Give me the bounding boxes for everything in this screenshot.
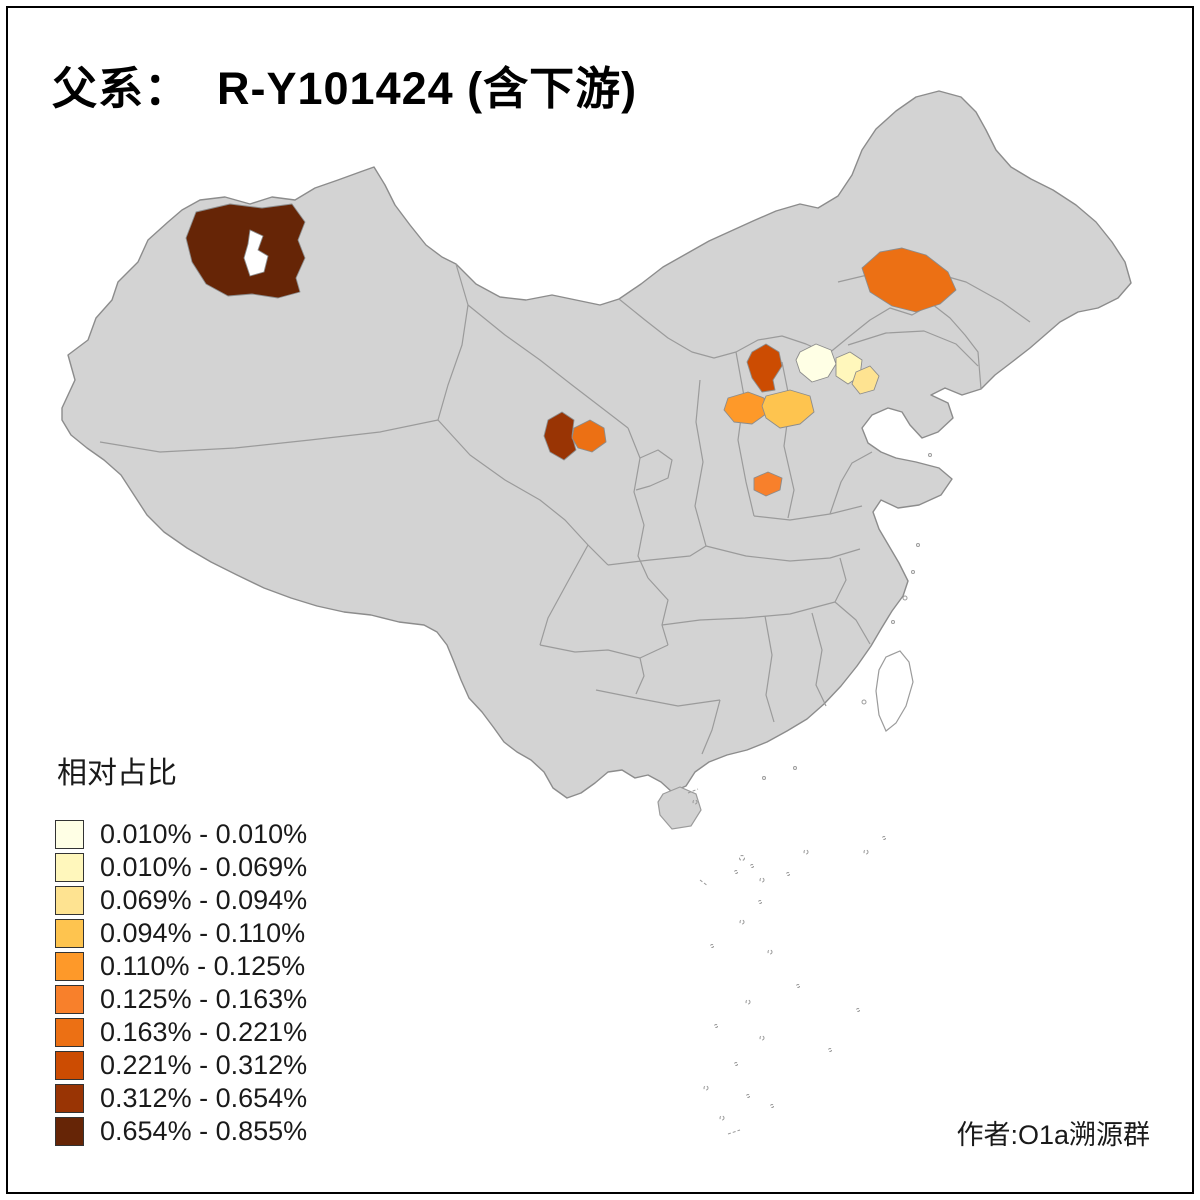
hainan-island	[657, 786, 702, 830]
taiwan-island	[875, 650, 914, 732]
legend-item-label: 0.069% - 0.094%	[100, 885, 308, 915]
legend-item: 0.094% - 0.110%	[55, 917, 307, 950]
map-region-west-central-hebei	[723, 391, 767, 425]
legend-swatch	[55, 1018, 84, 1047]
legend-item-label: 0.010% - 0.069%	[100, 852, 308, 882]
legend-item: 0.110% - 0.125%	[55, 950, 307, 983]
map-region-beijing	[795, 343, 837, 383]
south-china-sea-islands	[687, 788, 886, 1135]
author-credit: 作者:O1a溯源群	[956, 1120, 1150, 1150]
legend-swatch	[55, 886, 84, 915]
legend-item: 0.163% - 0.221%	[55, 1016, 307, 1049]
legend-swatch	[55, 985, 84, 1014]
legend-item: 0.221% - 0.312%	[55, 1049, 307, 1082]
legend-item: 0.654% - 0.855%	[55, 1115, 307, 1148]
legend-swatch	[55, 1051, 84, 1080]
legend-item-label: 0.221% - 0.312%	[100, 1050, 308, 1080]
legend-item-label: 0.010% - 0.010%	[100, 819, 308, 849]
legend-item: 0.125% - 0.163%	[55, 983, 307, 1016]
legend-swatch	[55, 820, 84, 849]
legend-item-label: 0.312% - 0.654%	[100, 1083, 308, 1113]
legend-swatch	[55, 919, 84, 948]
legend-swatch	[55, 853, 84, 882]
legend: 相对占比 0.010% - 0.010% 0.010% - 0.069% 0.0…	[55, 748, 307, 1148]
legend-item-label: 0.110% - 0.125%	[100, 951, 306, 981]
page-title: 父系： R-Y101424 (含下游)	[52, 63, 638, 114]
legend-item: 0.069% - 0.094%	[55, 884, 307, 917]
map-region-west-liaoning	[861, 247, 957, 313]
highlighted-regions	[185, 203, 957, 497]
legend-swatch	[55, 952, 84, 981]
legend-item-label: 0.125% - 0.163%	[100, 984, 308, 1014]
map-region-lanzhou	[571, 419, 607, 453]
legend-item-label: 0.163% - 0.221%	[100, 1017, 308, 1047]
legend-item: 0.010% - 0.069%	[55, 851, 307, 884]
map-region-east-of-beijing-b	[851, 365, 880, 395]
legend-title: 相对占比	[57, 757, 177, 790]
map-region-northwest-hebei	[746, 343, 783, 393]
map-region-north-xinjiang	[185, 203, 306, 299]
legend-item: 0.010% - 0.010%	[55, 818, 307, 851]
map-region-south-shanxi	[753, 471, 783, 497]
legend-item-label: 0.654% - 0.855%	[100, 1116, 308, 1146]
legend-items: 0.010% - 0.010% 0.010% - 0.069% 0.069% -…	[55, 818, 307, 1148]
legend-swatch	[55, 1084, 84, 1113]
map-region-central-hebei	[761, 389, 815, 429]
coastal-islets	[762, 453, 932, 780]
legend-swatch	[55, 1117, 84, 1146]
map-region-enclave	[243, 229, 269, 277]
legend-item-label: 0.094% - 0.110%	[100, 918, 306, 948]
map-region-east-qinghai	[543, 411, 577, 461]
legend-item: 0.312% - 0.654%	[55, 1082, 307, 1115]
